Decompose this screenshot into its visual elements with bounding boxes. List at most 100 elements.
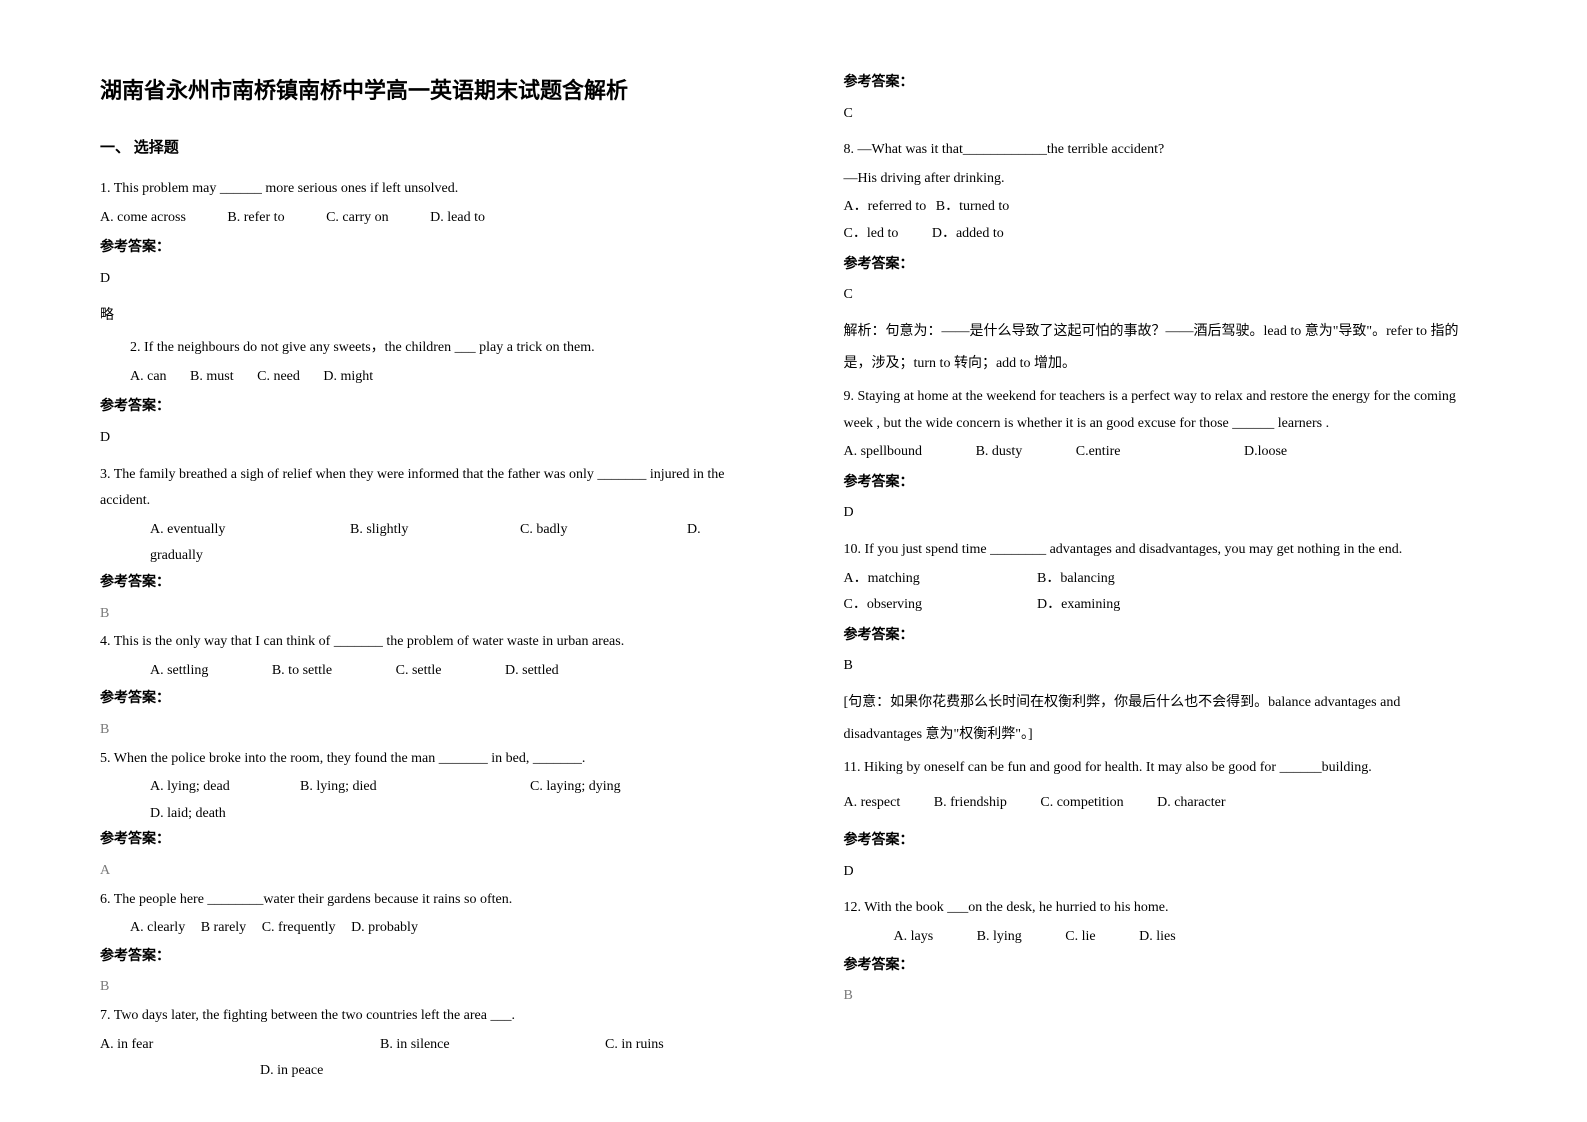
answer-label: 参考答案： <box>844 953 1488 980</box>
q10-note2: disadvantages 意为"权衡利弊"。] <box>844 722 1488 749</box>
question-8-line2: —His driving after drinking. <box>844 166 1488 193</box>
q3-opt-b: B. slightly <box>350 517 520 544</box>
q6-answer: B <box>100 974 744 1001</box>
question-5: 5. When the police broke into the room, … <box>100 746 744 773</box>
answer-label: 参考答案： <box>844 828 1488 855</box>
q8-note2: 是，涉及；turn to 转向；add to 增加。 <box>844 351 1488 378</box>
q2-opt-d: D. might <box>323 364 373 391</box>
q4-opt-d: D. settled <box>505 658 559 685</box>
q1-answer: D <box>100 266 744 293</box>
question-9: 9. Staying at home at the weekend for te… <box>844 384 1488 437</box>
q8-opt-a: A．referred to <box>844 199 927 214</box>
answer-label: 参考答案： <box>100 235 744 262</box>
q3-opt-a: A. eventually <box>100 517 350 544</box>
q12-opt-c: C. lie <box>1065 924 1095 951</box>
q10-opt-c: C．observing <box>844 592 1034 619</box>
q1-opt-a: A. come across <box>100 205 186 232</box>
q4-opt-a: A. settling <box>150 658 208 685</box>
q4-answer: B <box>100 717 744 744</box>
answer-label: 参考答案： <box>100 394 744 421</box>
q11-opt-b: B. friendship <box>934 790 1007 817</box>
q1-opt-c: C. carry on <box>326 205 389 232</box>
q3-opt-d-label: D. <box>687 517 701 544</box>
q12-opt-a: A. lays <box>894 924 934 951</box>
question-2-options: A. can B. must C. need D. might <box>100 364 744 391</box>
question-1: 1. This problem may ______ more serious … <box>100 176 744 203</box>
q7-opt-b: B. in silence <box>380 1032 605 1059</box>
document-title: 湖南省永州市南桥镇南桥中学高一英语期末试题含解析 <box>100 70 744 112</box>
q8-opt-b: B．turned to <box>936 199 1010 214</box>
question-8-line1: 8. —What was it that____________the terr… <box>844 137 1488 164</box>
question-6: 6. The people here ________water their g… <box>100 887 744 914</box>
q7-answer: C <box>844 101 1488 128</box>
answer-label: 参考答案： <box>100 570 744 597</box>
q11-opt-a: A. respect <box>844 790 901 817</box>
q10-opt-d: D．examining <box>1037 597 1120 612</box>
q9-answer: D <box>844 500 1488 527</box>
q2-opt-c: C. need <box>257 364 300 391</box>
question-9-options: A. spellbound B. dusty C.entire D.loose <box>844 439 1488 466</box>
answer-label: 参考答案： <box>844 470 1488 497</box>
q7-opt-d: D. in peace <box>100 1058 744 1085</box>
question-10-options-row1: A．matching B．balancing <box>844 566 1488 593</box>
q7-opt-c: C. in ruins <box>605 1032 664 1059</box>
question-4: 4. This is the only way that I can think… <box>100 629 744 656</box>
q3-opt-d-text: gradually <box>100 543 744 570</box>
q10-opt-b: B．balancing <box>1037 571 1115 586</box>
q1-note: 略 <box>100 303 744 330</box>
q5-opt-a: A. lying; dead <box>100 774 300 801</box>
q8-opt-d: D．added to <box>932 226 1004 241</box>
q9-opt-a: A. spellbound <box>844 439 923 466</box>
q6-opt-d: D. probably <box>351 915 418 942</box>
q10-opt-a: A．matching <box>844 566 1034 593</box>
question-10: 10. If you just spend time ________ adva… <box>844 537 1488 564</box>
question-8-options-row2: C．led to D．added to <box>844 221 1488 248</box>
question-6-options: A. clearly B rarely C. frequently D. pro… <box>100 915 744 942</box>
question-2: 2. If the neighbours do not give any swe… <box>100 335 744 362</box>
q9-opt-c: C.entire <box>1076 439 1121 466</box>
question-3: 3. The family breathed a sigh of relief … <box>100 462 744 515</box>
question-4-options: A. settling B. to settle C. settle D. se… <box>100 658 744 685</box>
question-7: 7. Two days later, the fighting between … <box>100 1003 744 1030</box>
answer-label: 参考答案： <box>100 686 744 713</box>
q12-opt-d: D. lies <box>1139 924 1176 951</box>
q8-answer: C <box>844 282 1488 309</box>
q3-answer: B <box>100 601 744 628</box>
q11-opt-d: D. character <box>1157 790 1225 817</box>
q11-opt-c: C. competition <box>1040 790 1123 817</box>
answer-label: 参考答案： <box>844 623 1488 650</box>
q6-opt-c: C. frequently <box>262 915 336 942</box>
question-1-options: A. come across B. refer to C. carry on D… <box>100 205 744 232</box>
q5-opt-b: B. lying; died <box>300 774 530 801</box>
q2-opt-b: B. must <box>190 364 234 391</box>
q1-opt-b: B. refer to <box>227 205 284 232</box>
question-11: 11. Hiking by oneself can be fun and goo… <box>844 755 1488 782</box>
q4-opt-c: C. settle <box>396 658 442 685</box>
q3-opt-c: C. badly <box>520 517 687 544</box>
question-11-options: A. respect B. friendship C. competition … <box>844 790 1488 817</box>
q5-answer: A <box>100 858 744 885</box>
q8-opt-c: C．led to <box>844 226 899 241</box>
question-10-options-row2: C．observing D．examining <box>844 592 1488 619</box>
q6-opt-b: B rarely <box>201 915 246 942</box>
left-page: 湖南省永州市南桥镇南桥中学高一英语期末试题含解析 一、 选择题 1. This … <box>0 0 794 1122</box>
q10-note1: [句意：如果你花费那么长时间在权衡利弊，你最后什么也不会得到。balance a… <box>844 690 1488 717</box>
answer-label: 参考答案： <box>844 252 1488 279</box>
q12-answer: B <box>844 983 1488 1010</box>
q7-opt-a: A. in fear <box>100 1032 380 1059</box>
q5-opt-c: C. laying; dying <box>530 774 621 801</box>
answer-label: 参考答案： <box>844 70 1488 97</box>
answer-label: 参考答案： <box>100 827 744 854</box>
q2-opt-a: A. can <box>130 364 167 391</box>
right-page: 参考答案： C 8. —What was it that____________… <box>794 0 1587 1122</box>
q1-opt-d: D. lead to <box>430 205 485 232</box>
q8-note1: 解析：句意为：——是什么导致了这起可怕的事故？——酒后驾驶。lead to 意为… <box>844 319 1488 346</box>
q9-opt-d: D.loose <box>1244 439 1287 466</box>
q10-answer: B <box>844 653 1488 680</box>
q11-answer: D <box>844 859 1488 886</box>
question-3-options: A. eventually B. slightly C. badly D. gr… <box>100 517 744 570</box>
q4-opt-b: B. to settle <box>272 658 332 685</box>
question-12: 12. With the book ___on the desk, he hur… <box>844 895 1488 922</box>
question-12-options: A. lays B. lying C. lie D. lies <box>844 924 1488 951</box>
q5-opt-d: D. laid; death <box>100 801 744 828</box>
